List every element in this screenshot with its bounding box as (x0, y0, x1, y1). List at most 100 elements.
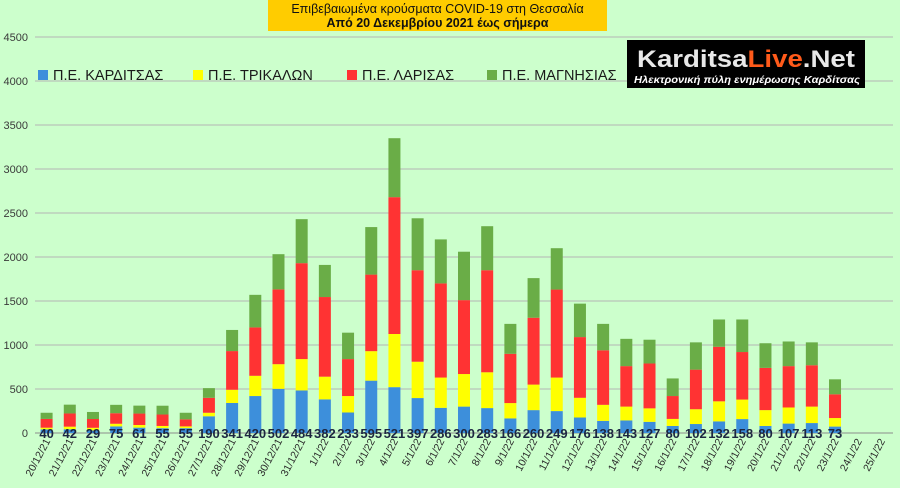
bar-segment-s3-c27 (666, 378, 679, 397)
logo-part-net: .Net (803, 46, 855, 73)
bar-segment-s1-c20 (504, 403, 517, 419)
chart-subtitle: Από 20 Δεκεμβρίου 2021 έως σήμερα (327, 16, 549, 30)
data-label: 138 (592, 426, 614, 441)
y-tick-label: 4000 (4, 76, 28, 88)
bar-segment-s2-c15 (388, 197, 401, 334)
data-label: 397 (407, 426, 429, 441)
bars (40, 138, 842, 433)
bar-segment-s2-c17 (434, 283, 447, 378)
bar-segment-s0-c15 (388, 387, 401, 433)
bar-segment-s0-c32 (782, 423, 795, 433)
bar-segment-s1-c15 (388, 334, 401, 388)
data-label: 233 (337, 426, 359, 441)
data-label: 55 (178, 426, 192, 441)
bar-segment-s3-c13 (342, 332, 355, 360)
bar-segment-s2-c27 (666, 396, 679, 419)
logo-part-karditsa: Karditsa (637, 46, 748, 73)
bar-segment-s1-c8 (226, 389, 239, 403)
data-label: 420 (244, 426, 266, 441)
data-label: 107 (778, 426, 800, 441)
bar-segment-s2-c28 (689, 369, 702, 410)
logo: Karditsa Live .Net Ηλεκτρονική πύλη ενημέρ… (627, 40, 865, 88)
bar-segment-s1-c16 (411, 361, 424, 399)
bar-segment-s0-c16 (411, 398, 424, 433)
bar-segment-s2-c20 (504, 353, 517, 404)
bar-segment-s0-c20 (504, 418, 517, 433)
bar-segment-s1-c33 (805, 406, 818, 424)
bar-segment-s2-c5 (156, 414, 169, 426)
legend-swatch-karditsa (38, 70, 48, 80)
bar-segment-s0-c6 (179, 428, 192, 433)
bar-segment-s1-c17 (434, 377, 447, 408)
bar-segment-s2-c25 (620, 366, 633, 407)
y-tick-label: 1000 (4, 340, 28, 352)
data-label: 42 (63, 426, 77, 441)
bar-segment-s0-c21 (527, 410, 540, 433)
bar-segment-s1-c32 (782, 407, 795, 424)
bar-segment-s3-c14 (365, 227, 378, 275)
bar-segment-s1-c30 (736, 399, 749, 420)
bar-segment-s2-c2 (86, 419, 99, 428)
bar-segment-s3-c11 (295, 219, 308, 264)
bar-segment-s2-c4 (133, 413, 146, 425)
bar-segment-s3-c29 (713, 319, 726, 347)
data-label: 132 (708, 426, 730, 441)
y-tick-label: 3500 (4, 120, 28, 132)
bar-segment-s0-c2 (86, 430, 99, 433)
bar-segment-s0-c27 (666, 425, 679, 433)
bar-segment-s3-c2 (86, 411, 99, 420)
data-label: 143 (615, 426, 637, 441)
bar-segment-s3-c28 (689, 342, 702, 370)
bar-segment-s3-c23 (573, 303, 586, 338)
data-label: 521 (384, 426, 406, 441)
bar-segment-s3-c17 (434, 239, 447, 284)
bar-segment-s1-c2 (86, 427, 99, 431)
bar-segment-s2-c10 (272, 289, 285, 365)
bar-segment-s2-c14 (365, 274, 378, 352)
bar-segment-s1-c1 (63, 426, 76, 430)
bar-segment-s0-c22 (550, 411, 563, 433)
bar-segment-s0-c3 (110, 426, 123, 433)
bar-segment-s0-c34 (829, 426, 842, 433)
data-label: 283 (476, 426, 498, 441)
bar-segment-s0-c13 (342, 412, 355, 433)
bar-segment-s3-c22 (550, 248, 563, 290)
bar-segment-s2-c11 (295, 263, 308, 360)
y-tick-label: 0 (22, 428, 28, 440)
bar-segment-s2-c18 (458, 300, 470, 375)
data-label: 75 (109, 426, 123, 441)
bar-segment-s3-c32 (782, 341, 795, 367)
bar-segment-s2-c31 (759, 367, 772, 411)
bar-segment-s2-c1 (63, 413, 76, 427)
bar-segment-s0-c11 (295, 390, 308, 433)
bar-segment-s3-c16 (411, 218, 424, 271)
bar-segment-s2-c0 (40, 418, 53, 428)
legend-label-trikala: Π.Ε. ΤΡΙΚΑΛΩΝ (208, 68, 313, 84)
bar-segment-s1-c18 (458, 374, 470, 407)
y-tick-label: 2500 (4, 208, 28, 220)
bar-segment-s1-c11 (295, 359, 308, 391)
bar-segment-s1-c4 (133, 424, 146, 428)
bar-segment-s1-c19 (481, 372, 494, 409)
bar-segment-s1-c24 (597, 404, 610, 421)
bar-segment-s0-c24 (597, 420, 610, 433)
bar-segment-s1-c27 (666, 418, 679, 426)
bar-segment-s2-c26 (643, 363, 656, 409)
data-label: 595 (360, 426, 382, 441)
bar-segment-s2-c3 (110, 413, 123, 424)
data-label: 80 (758, 426, 772, 441)
data-label: 502 (268, 426, 290, 441)
bar-segment-s2-c29 (713, 346, 726, 402)
bar-segment-s0-c17 (434, 407, 447, 433)
bar-segment-s3-c30 (736, 319, 749, 353)
y-tick-label: 4500 (4, 32, 28, 44)
bar-segment-s3-c10 (272, 254, 285, 290)
bar-segment-s1-c23 (573, 397, 586, 418)
bar-segment-s2-c32 (782, 366, 795, 408)
data-label: 102 (685, 426, 707, 441)
data-labels: 40 42 29 75 61 55 55 190 341 420 502 484 382 233 595 52… (39, 426, 842, 441)
logo-background (627, 40, 865, 88)
bar-segment-s3-c4 (133, 405, 146, 414)
bar-segment-s1-c28 (689, 409, 702, 425)
y-axis-labels: 0 500 1000 1500 2000 2500 3000 3500 4000 4500 (4, 32, 28, 440)
